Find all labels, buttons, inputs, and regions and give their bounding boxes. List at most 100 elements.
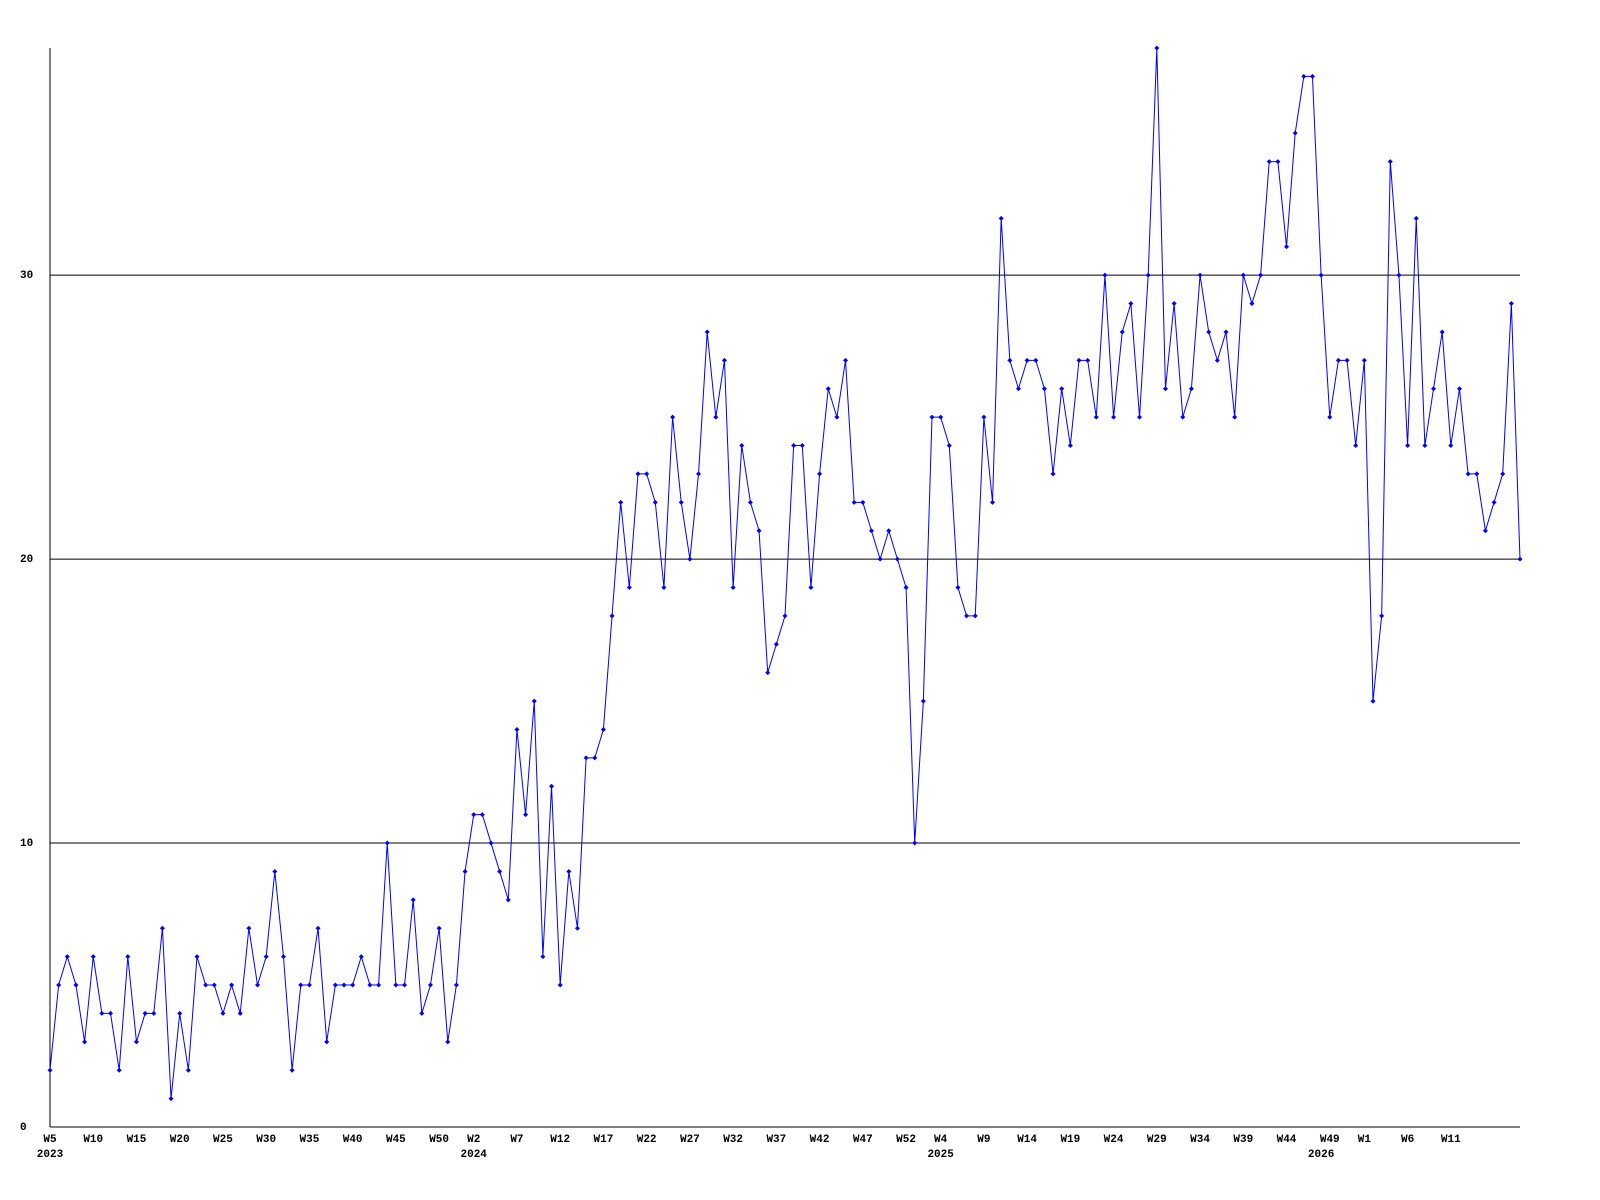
point bbox=[1128, 301, 1134, 307]
point bbox=[99, 1010, 105, 1016]
x-tick-label: W52 bbox=[896, 1134, 916, 1146]
point bbox=[185, 1067, 191, 1073]
x-tick-label: W37 bbox=[766, 1134, 786, 1146]
point bbox=[229, 982, 235, 988]
point bbox=[1508, 301, 1514, 307]
point bbox=[600, 726, 606, 732]
point bbox=[255, 982, 261, 988]
point bbox=[946, 443, 952, 449]
point bbox=[540, 954, 546, 960]
point bbox=[877, 556, 883, 562]
y-tick-label: 30 bbox=[20, 270, 33, 282]
point bbox=[678, 499, 684, 505]
point bbox=[773, 641, 779, 647]
point bbox=[1405, 443, 1411, 449]
point bbox=[1292, 130, 1298, 136]
point bbox=[894, 556, 900, 562]
point bbox=[220, 1010, 226, 1016]
x-tick-label: W24 bbox=[1104, 1134, 1124, 1146]
y-tick-label: 10 bbox=[20, 838, 33, 850]
point bbox=[159, 925, 165, 931]
point bbox=[903, 585, 909, 590]
point bbox=[177, 1010, 183, 1016]
x-tick-label: W9 bbox=[977, 1134, 990, 1146]
point bbox=[306, 982, 312, 988]
year-label: 2026 bbox=[1308, 1149, 1334, 1161]
point bbox=[990, 499, 996, 505]
point bbox=[644, 471, 650, 477]
x-tick-label: W19 bbox=[1060, 1134, 1080, 1146]
point bbox=[1206, 329, 1212, 335]
point bbox=[427, 982, 433, 988]
point bbox=[938, 414, 944, 420]
point bbox=[851, 499, 857, 505]
point bbox=[817, 471, 823, 477]
point bbox=[721, 357, 727, 363]
x-tick-label: W49 bbox=[1320, 1134, 1340, 1146]
point bbox=[488, 840, 494, 846]
point bbox=[1318, 272, 1324, 278]
point bbox=[1327, 414, 1333, 420]
x-tick-label: W4 bbox=[934, 1134, 948, 1146]
point bbox=[626, 585, 632, 590]
point bbox=[1093, 414, 1099, 420]
point bbox=[1474, 471, 1480, 477]
point bbox=[972, 613, 978, 619]
point bbox=[964, 613, 970, 619]
point bbox=[843, 357, 849, 363]
point bbox=[834, 414, 840, 420]
point bbox=[1284, 244, 1290, 250]
point bbox=[203, 982, 209, 988]
point bbox=[116, 1067, 122, 1073]
point bbox=[1033, 357, 1039, 363]
point bbox=[168, 1096, 174, 1102]
x-tick-label: W42 bbox=[810, 1134, 830, 1146]
point bbox=[1007, 357, 1013, 363]
point bbox=[765, 670, 771, 676]
point bbox=[1439, 329, 1445, 335]
point bbox=[1111, 414, 1117, 420]
x-tick-label: W35 bbox=[300, 1134, 320, 1146]
point bbox=[713, 414, 719, 420]
x-tick-label: W39 bbox=[1233, 1134, 1253, 1146]
point bbox=[670, 414, 676, 420]
point bbox=[324, 1039, 330, 1045]
point bbox=[514, 726, 520, 732]
point bbox=[583, 755, 589, 761]
point bbox=[125, 954, 131, 960]
point bbox=[549, 783, 555, 789]
point bbox=[419, 1010, 425, 1016]
year-label: 2025 bbox=[927, 1149, 954, 1161]
point bbox=[955, 585, 961, 590]
point bbox=[1137, 414, 1143, 420]
point bbox=[1188, 386, 1194, 392]
point bbox=[1379, 613, 1385, 619]
point bbox=[661, 585, 667, 590]
x-tick-label: W29 bbox=[1147, 1134, 1167, 1146]
point bbox=[1145, 272, 1151, 278]
point bbox=[1249, 301, 1255, 307]
point bbox=[142, 1010, 148, 1016]
year-label: 2024 bbox=[461, 1149, 488, 1161]
point bbox=[194, 954, 200, 960]
point bbox=[981, 414, 987, 420]
point bbox=[332, 982, 338, 988]
point bbox=[929, 414, 935, 420]
point bbox=[1370, 698, 1376, 704]
point bbox=[1482, 528, 1488, 534]
point bbox=[90, 954, 96, 960]
point bbox=[531, 698, 537, 704]
x-tick-label: W20 bbox=[170, 1134, 190, 1146]
point bbox=[436, 925, 442, 931]
point bbox=[1076, 357, 1082, 363]
point bbox=[1465, 471, 1471, 477]
point bbox=[1162, 386, 1168, 392]
point bbox=[410, 897, 416, 903]
point bbox=[1240, 272, 1246, 278]
x-tick-label: W44 bbox=[1277, 1134, 1297, 1146]
point bbox=[920, 698, 926, 704]
point bbox=[1387, 159, 1393, 165]
point bbox=[1344, 357, 1350, 363]
point bbox=[1059, 386, 1065, 392]
